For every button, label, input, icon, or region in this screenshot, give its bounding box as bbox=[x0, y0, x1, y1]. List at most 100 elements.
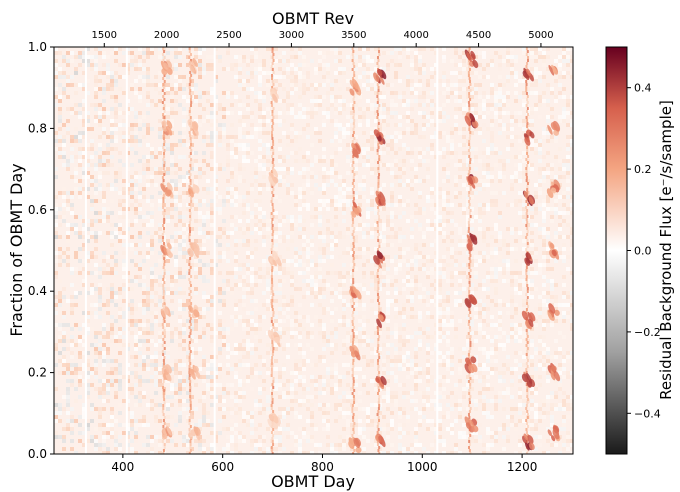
heatmap-cell bbox=[122, 131, 126, 135]
heatmap-cell bbox=[250, 211, 254, 215]
heatmap-cell bbox=[254, 131, 258, 135]
heatmap-cell bbox=[242, 211, 246, 215]
heatmap-cell bbox=[310, 191, 314, 195]
heatmap-cell bbox=[366, 83, 370, 87]
heatmap-cell bbox=[106, 331, 110, 335]
heatmap-cell bbox=[422, 47, 426, 51]
heatmap-cell bbox=[118, 227, 122, 231]
heatmap-cell bbox=[130, 303, 134, 307]
heatmap-cell bbox=[358, 203, 362, 207]
heatmap-cell bbox=[474, 87, 478, 91]
heatmap-cell bbox=[94, 375, 98, 379]
heatmap-cell bbox=[442, 411, 446, 415]
heatmap-cell bbox=[82, 147, 86, 151]
heatmap-cell bbox=[90, 63, 94, 67]
heatmap-cell bbox=[334, 307, 338, 311]
heatmap-cell bbox=[82, 415, 86, 419]
heatmap-cell bbox=[98, 275, 102, 279]
heatmap-cell bbox=[298, 451, 302, 454]
heatmap-cell bbox=[258, 63, 262, 67]
heatmap-cell bbox=[386, 135, 390, 139]
heatmap-cell bbox=[202, 139, 206, 143]
heatmap-cell bbox=[86, 315, 90, 319]
heatmap-cell bbox=[98, 343, 102, 347]
heatmap-cell bbox=[58, 311, 62, 315]
heatmap-cell bbox=[434, 391, 438, 395]
heatmap-cell bbox=[238, 411, 242, 415]
heatmap-cell bbox=[298, 215, 302, 219]
heatmap-cell bbox=[134, 243, 138, 247]
heatmap-cell bbox=[366, 223, 370, 227]
heatmap-cell bbox=[62, 135, 66, 139]
heatmap-cell bbox=[382, 91, 386, 95]
heatmap-cell bbox=[70, 135, 74, 139]
heatmap-cell bbox=[286, 379, 290, 383]
heatmap-cell bbox=[86, 371, 90, 375]
heatmap-cell bbox=[198, 175, 202, 179]
heatmap-cell bbox=[238, 239, 242, 243]
heatmap-cell bbox=[66, 379, 70, 383]
heatmap-cell bbox=[138, 327, 142, 331]
heatmap-cell bbox=[102, 415, 106, 419]
heatmap-cell bbox=[370, 359, 374, 363]
heatmap-cell bbox=[170, 383, 174, 387]
heatmap-cell bbox=[102, 271, 106, 275]
heatmap-cell bbox=[298, 207, 302, 211]
heatmap-cell bbox=[130, 391, 134, 395]
heatmap-cell bbox=[398, 175, 402, 179]
heatmap-cell bbox=[138, 175, 142, 179]
heatmap-cell bbox=[126, 67, 130, 71]
heatmap-cell bbox=[454, 395, 458, 399]
heatmap-cell bbox=[298, 251, 302, 255]
heatmap-cell bbox=[374, 143, 378, 147]
heatmap-cell bbox=[210, 271, 214, 275]
heatmap-cell bbox=[414, 443, 418, 447]
heatmap-cell bbox=[298, 343, 302, 347]
heatmap-cell bbox=[386, 67, 390, 71]
heatmap-cell bbox=[478, 159, 482, 163]
heatmap-cell bbox=[334, 131, 338, 135]
heatmap-cell bbox=[366, 439, 370, 443]
heatmap-cell bbox=[370, 79, 374, 83]
heatmap-cell bbox=[178, 391, 182, 395]
heatmap-cell bbox=[334, 79, 338, 83]
heatmap-cell bbox=[58, 339, 62, 343]
heatmap-cell bbox=[246, 207, 250, 211]
heatmap-cell bbox=[406, 119, 410, 123]
heatmap-cell bbox=[326, 107, 330, 111]
heatmap-cell bbox=[134, 211, 138, 215]
heatmap-cell bbox=[486, 227, 490, 231]
heatmap-cell bbox=[402, 447, 406, 451]
heatmap-cell bbox=[58, 335, 62, 339]
heatmap-cell bbox=[222, 123, 226, 127]
heatmap-cell bbox=[326, 63, 330, 67]
heatmap-cell bbox=[78, 339, 82, 343]
heatmap-cell bbox=[362, 75, 366, 79]
heatmap-cell bbox=[110, 87, 114, 91]
heatmap-cell bbox=[478, 219, 482, 223]
heatmap-cell bbox=[314, 387, 318, 391]
heatmap-cell bbox=[170, 375, 174, 379]
heatmap-cell bbox=[346, 363, 350, 367]
heatmap-cell bbox=[150, 331, 154, 335]
heatmap-cell bbox=[54, 215, 58, 219]
heatmap-cell bbox=[54, 191, 58, 195]
heatmap-cell bbox=[326, 227, 330, 231]
heatmap-cell bbox=[70, 419, 74, 423]
heatmap-cell bbox=[238, 439, 242, 443]
heatmap-cell bbox=[98, 47, 102, 51]
heatmap-cell bbox=[182, 155, 186, 159]
heatmap-cell bbox=[486, 287, 490, 291]
heatmap-cell bbox=[494, 51, 498, 55]
heatmap-cell bbox=[294, 379, 298, 383]
heatmap-cell bbox=[402, 103, 406, 107]
heatmap-cell bbox=[250, 371, 254, 375]
heatmap-cell bbox=[114, 59, 118, 63]
heatmap-cell bbox=[138, 231, 142, 235]
heatmap-cell bbox=[446, 291, 450, 295]
heatmap-cell bbox=[138, 119, 142, 123]
heatmap-cell bbox=[186, 375, 190, 379]
heatmap-cell bbox=[106, 335, 110, 339]
heatmap-cell bbox=[230, 155, 234, 159]
